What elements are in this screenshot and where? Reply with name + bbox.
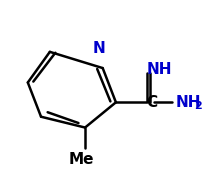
Text: N: N: [93, 41, 106, 56]
Text: Me: Me: [69, 152, 95, 167]
Text: 2: 2: [194, 101, 202, 111]
Text: NH: NH: [175, 95, 201, 110]
Text: C: C: [147, 95, 158, 110]
Text: NH: NH: [147, 62, 172, 77]
